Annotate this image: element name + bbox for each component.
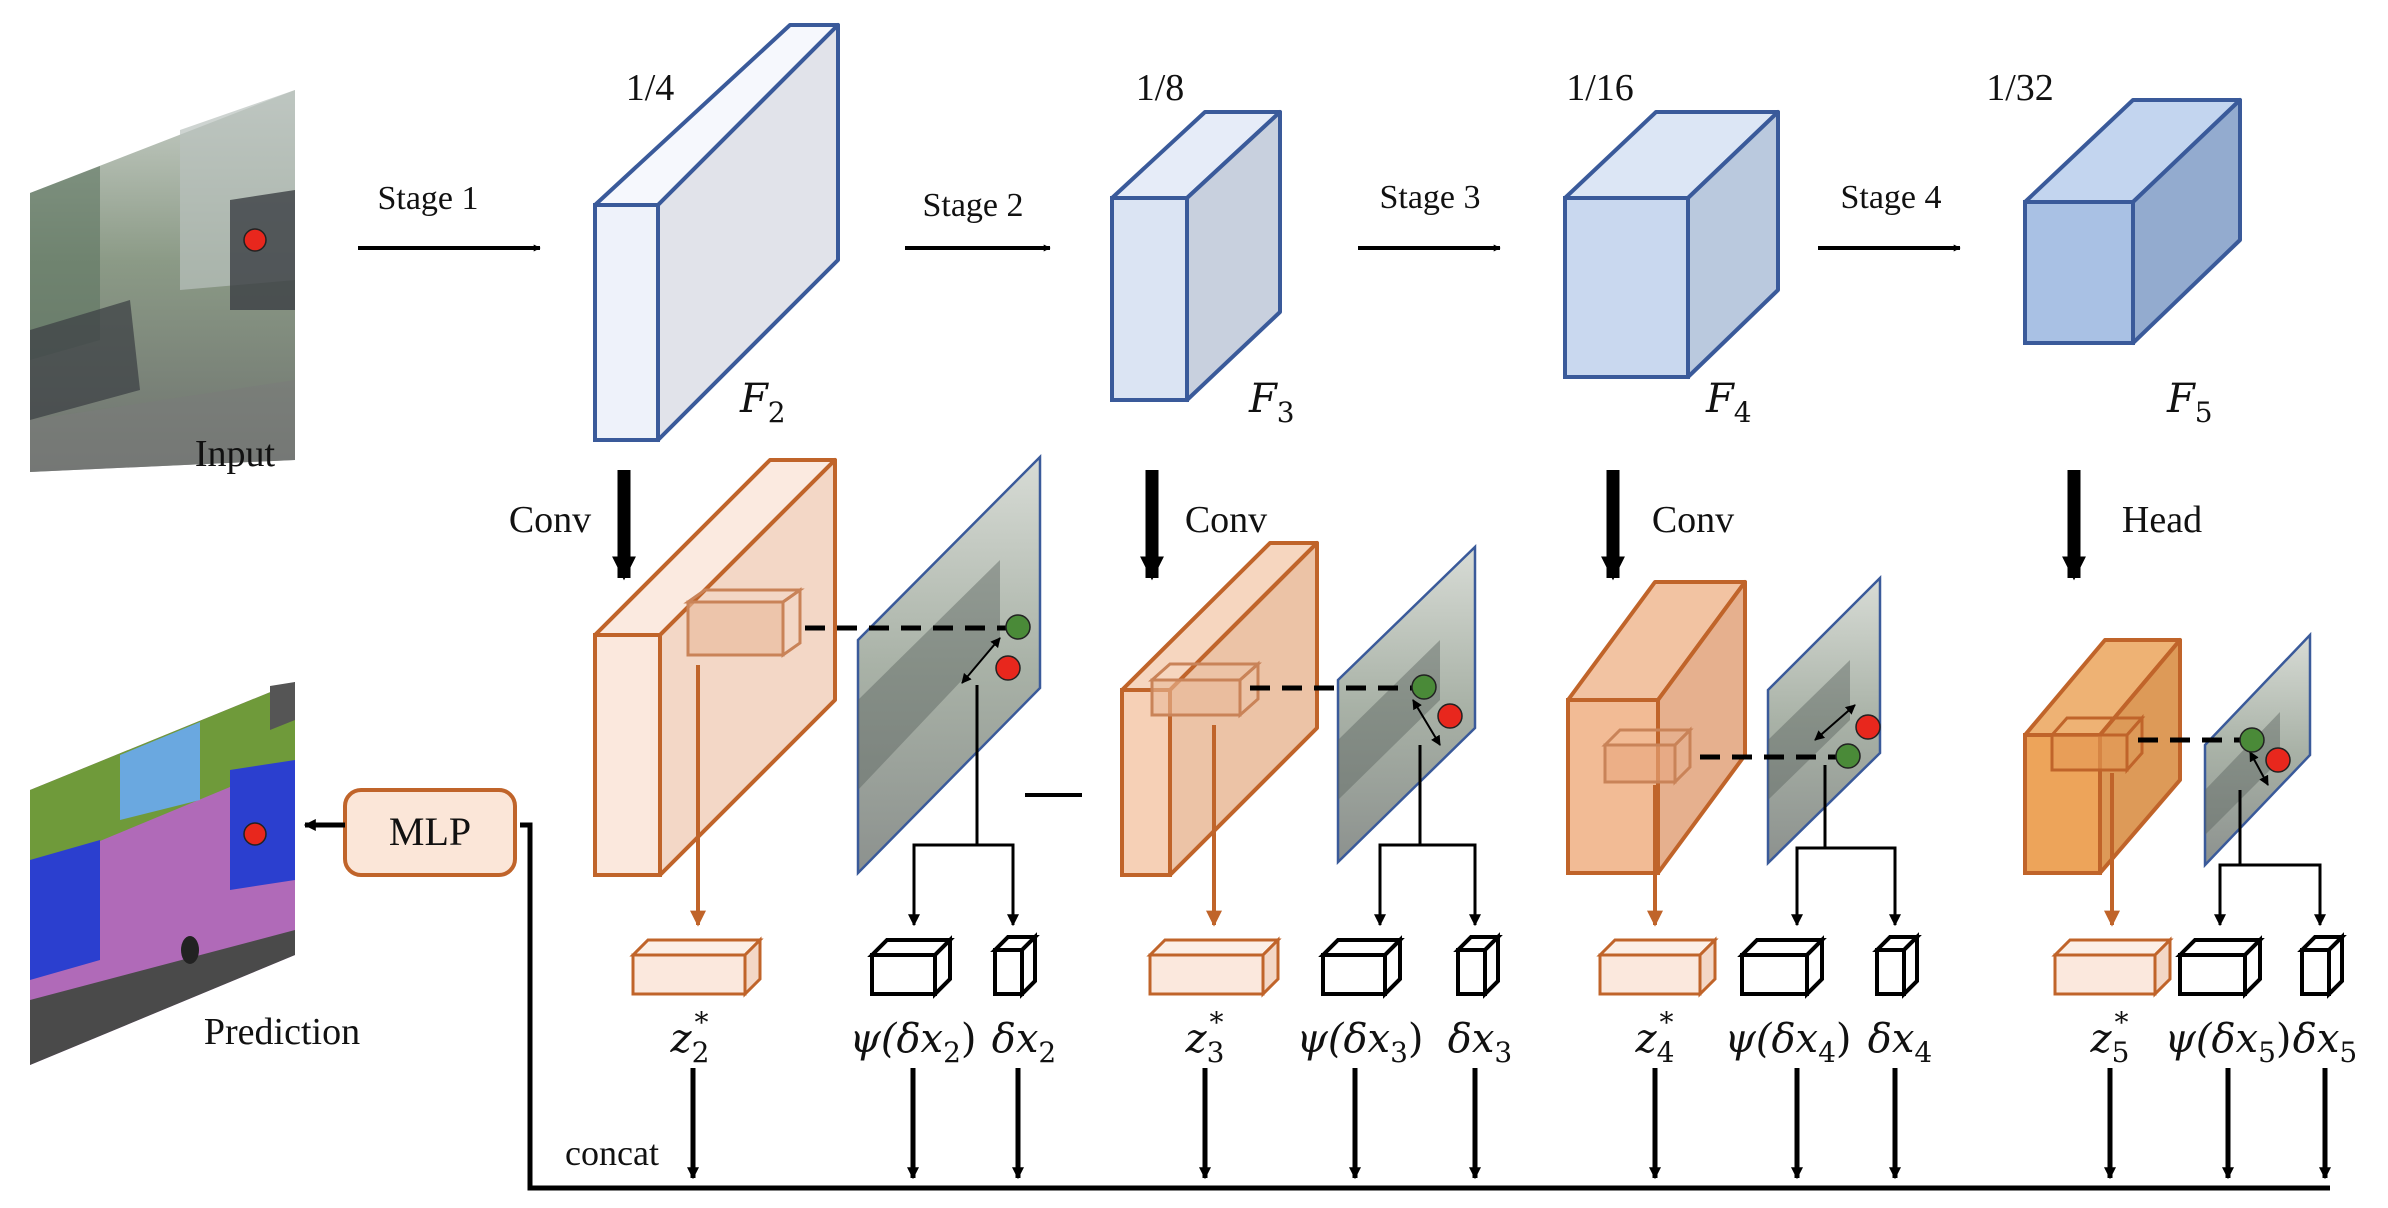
- z-star-box-3: [1146, 936, 1282, 998]
- query-point-icon: [1437, 703, 1463, 729]
- prediction-label: Prediction: [204, 1011, 360, 1053]
- scale-label: 1/8: [1136, 67, 1185, 109]
- dx-label: δx2: [992, 1016, 1056, 1069]
- connector: [1825, 846, 1901, 927]
- psi-label: ψ(δx2): [849, 1016, 976, 1069]
- connector: [908, 685, 979, 927]
- psi-label: ψ(δx5): [2164, 1016, 2291, 1069]
- z-star-box-5: [2051, 936, 2174, 998]
- query-point-icon: [1855, 714, 1881, 740]
- sampled-point-icon: [1005, 614, 1031, 640]
- offset-vector: [1814, 704, 1856, 741]
- stage-1-label: Stage 1: [377, 180, 478, 217]
- connector: [1374, 745, 1422, 927]
- dx-label: δx5: [2293, 1016, 2357, 1069]
- query-point-icon: [2265, 747, 2291, 773]
- feature-map-f4: [1563, 110, 1780, 379]
- conv-label: Conv: [1185, 499, 1267, 541]
- connector: [2240, 863, 2326, 927]
- scale-label: 1/32: [1986, 67, 2054, 109]
- z-star-label: z3*: [1185, 1006, 1225, 1069]
- image-panel-2: [856, 453, 1042, 877]
- feature-map-f5: [2023, 98, 2242, 345]
- dx-label: δx3: [1448, 1016, 1512, 1069]
- scale-label: 1/16: [1566, 67, 1634, 109]
- concat-arrows: [687, 1068, 2331, 1180]
- stage-2-label: Stage 2: [922, 187, 1023, 224]
- offset-vector: [961, 637, 1001, 684]
- concat-label: concat: [565, 1133, 659, 1173]
- feature-map-f3: [1110, 110, 1282, 402]
- head-block-5: [2023, 638, 2182, 875]
- z-star-label: z5*: [2090, 1006, 2130, 1069]
- feature-name-f2: F2: [739, 376, 786, 429]
- conv-label: Conv: [509, 499, 591, 541]
- sampled-point-icon: [1835, 743, 1861, 769]
- query-point-icon: [243, 822, 267, 846]
- offset-vector: [1412, 699, 1441, 746]
- mlp-label: MLP: [389, 809, 471, 854]
- conv-block-4: [1566, 580, 1747, 875]
- input-image: [30, 90, 295, 472]
- connector: [2214, 790, 2242, 927]
- dx-box-2: [990, 932, 1040, 999]
- psi-label: ψ(δx3): [1296, 1016, 1423, 1069]
- z-star-box-2: [629, 936, 764, 998]
- prediction-image: [30, 682, 295, 1065]
- query-point-icon: [995, 655, 1021, 681]
- scale-label: 1/4: [626, 67, 675, 109]
- z-star-label: z2*: [670, 1006, 710, 1069]
- head-label: Head: [2122, 499, 2202, 541]
- psi-box-2: [867, 935, 955, 999]
- conv-label: Conv: [1652, 499, 1734, 541]
- feature-name-f3: F3: [1248, 376, 1295, 429]
- dx-label: δx4: [1868, 1016, 1932, 1069]
- connector: [1791, 765, 1827, 927]
- sampled-point-icon: [2239, 727, 2265, 753]
- z-star-label: z4*: [1635, 1006, 1675, 1069]
- input-label: Input: [195, 433, 276, 475]
- stage-3-label: Stage 3: [1379, 179, 1480, 216]
- concat-bus-line: [520, 822, 2330, 1191]
- query-point-icon: [243, 228, 267, 252]
- sampled-point-icon: [1411, 674, 1437, 700]
- z-star-box-4: [1596, 936, 1719, 998]
- psi-box-4: [1737, 935, 1827, 999]
- dx-box-5: [2297, 932, 2347, 999]
- dx-box-3: [1453, 932, 1503, 999]
- feature-name-f4: F4: [1705, 376, 1752, 429]
- offset-vector: [2249, 751, 2269, 786]
- conv-block-2: [593, 458, 837, 877]
- connector: [977, 843, 1019, 927]
- psi-label: ψ(δx4): [1724, 1016, 1851, 1069]
- psi-box-3: [1318, 935, 1405, 999]
- mlp-box: [343, 788, 517, 877]
- connector: [1420, 843, 1481, 927]
- conv-block-3: [1120, 541, 1319, 877]
- stage-4-label: Stage 4: [1840, 179, 1941, 216]
- psi-box-5: [2175, 935, 2265, 999]
- feature-map-f2: [593, 23, 840, 442]
- feature-name-f5: F5: [2166, 376, 2213, 429]
- dx-box-4: [1872, 932, 1922, 999]
